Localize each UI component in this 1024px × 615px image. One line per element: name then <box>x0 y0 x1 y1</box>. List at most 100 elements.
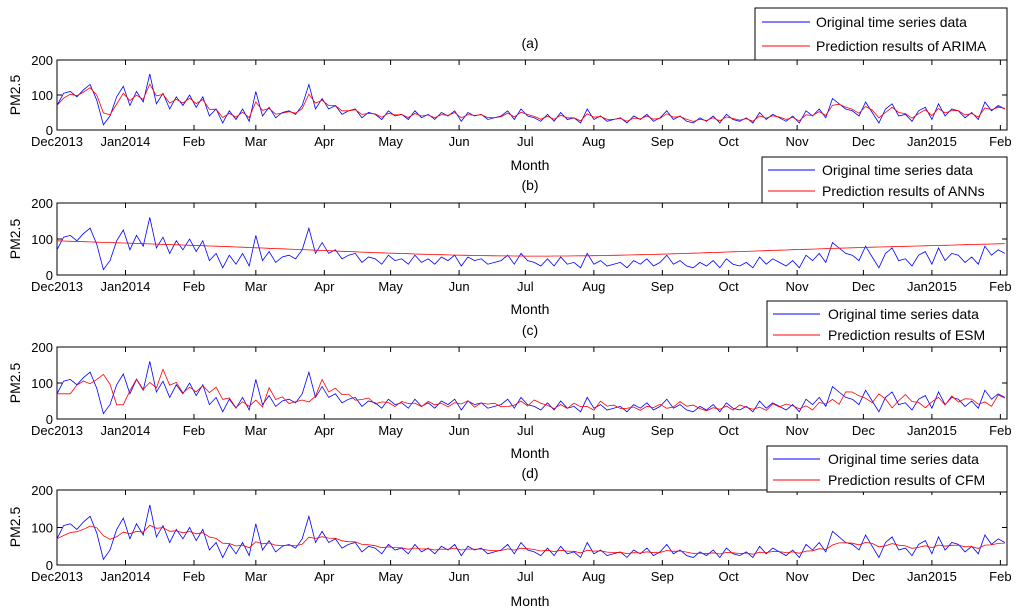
x-tick-label: Feb <box>989 569 1011 584</box>
y-tick-label: 100 <box>31 521 53 536</box>
legend-label-prediction: Prediction results of ANNs <box>822 183 985 199</box>
x-tick-label: Mar <box>245 423 268 438</box>
panel-b-label: (b) <box>521 177 538 193</box>
x-tick-label: Sep <box>651 279 674 294</box>
panel-d-plot: 0 100 200 Dec2013 Jan2014 Feb Mar Apr May Jun Jul A… <box>31 483 1012 584</box>
panel-d-y-label: PM2.5 <box>7 507 23 548</box>
y-tick-label: 200 <box>31 196 53 211</box>
x-tick-label: May <box>378 423 403 438</box>
x-tick-label: May <box>378 279 403 294</box>
x-tick-label: Nov <box>786 279 810 294</box>
x-tick-label: Nov <box>786 569 810 584</box>
x-tick-label: Apr <box>314 279 335 294</box>
series-prediction-line <box>57 368 1005 412</box>
x-tick-label: Feb <box>989 423 1011 438</box>
x-tick-label: Jun <box>449 134 470 149</box>
y-tick-label: 0 <box>46 558 53 573</box>
x-tick-label: Jun <box>449 279 470 294</box>
legend-box <box>766 300 1008 348</box>
x-tick-label: Mar <box>245 134 268 149</box>
x-tick-label: Jan2015 <box>907 423 957 438</box>
x-tick-label: Oct <box>719 569 740 584</box>
x-tick-label: Apr <box>314 423 335 438</box>
x-tick-label: Dec2013 <box>31 134 83 149</box>
x-tick-label: Aug <box>582 423 605 438</box>
y-tick-label: 0 <box>46 268 53 283</box>
series-observed-line <box>56 361 1005 415</box>
x-tick-label: Jan2014 <box>101 569 151 584</box>
y-tick-label: 200 <box>31 483 53 498</box>
y-tick-label: 100 <box>31 232 53 247</box>
x-tick-label: Jan2015 <box>907 134 957 149</box>
x-tick-label: Feb <box>989 134 1011 149</box>
x-tick-label: Apr <box>314 569 335 584</box>
legend-label-prediction: Prediction results of ESM <box>828 327 985 343</box>
panel-b-x-label: Month <box>511 301 550 317</box>
x-tick-label: Jan2014 <box>101 423 151 438</box>
x-tick-label: Mar <box>245 279 268 294</box>
panel-c: (c) 0 100 200 Dec2013 Jan2014 Feb Mar Apr May Jun… <box>7 300 1012 461</box>
x-tick-label: Apr <box>314 134 335 149</box>
x-tick-label: Jan2014 <box>101 134 151 149</box>
legend-label-original: Original time series data <box>828 306 979 322</box>
y-tick-label: 200 <box>31 53 53 68</box>
x-tick-label: Oct <box>719 279 740 294</box>
legend-box <box>766 445 1008 493</box>
x-tick-label: Feb <box>183 423 205 438</box>
x-tick-label: Nov <box>786 134 810 149</box>
x-tick-label: Dec <box>852 423 876 438</box>
x-tick-label: Aug <box>582 134 605 149</box>
series-prediction-line <box>56 240 1005 257</box>
x-tick-label: Jan2014 <box>101 279 151 294</box>
panel-b: (b) 0 100 200 Dec2013 Jan2014 Feb Mar Apr May Jun… <box>7 156 1012 317</box>
panel-a-x-label: Month <box>511 157 550 173</box>
x-tick-label: Sep <box>651 134 674 149</box>
x-tick-label: Jul <box>517 423 534 438</box>
panel-a-label: (a) <box>521 35 538 51</box>
panel-b-y-label: PM2.5 <box>7 219 23 260</box>
panel-c-label: (c) <box>522 322 538 338</box>
panel-c-y-label: PM2.5 <box>7 363 23 404</box>
panel-a: (a) 0 100 200 Dec2013 Jan2014 Feb Mar Apr May Jun… <box>7 7 1012 173</box>
x-tick-label: Aug <box>582 279 605 294</box>
x-tick-label: Oct <box>719 134 740 149</box>
legend-label-prediction: Prediction results of CFM <box>828 472 985 488</box>
panel-d-x-label: Month <box>511 593 550 609</box>
x-tick-label: Dec <box>852 279 876 294</box>
panel-c-legend: Original time series data Prediction res… <box>766 300 1008 348</box>
legend-label-original: Original time series data <box>816 14 967 30</box>
panel-d: (d) 0 100 200 Dec2013 Jan2014 Feb Mar Apr May Jun… <box>7 445 1012 609</box>
x-tick-label: Sep <box>651 569 674 584</box>
x-tick-label: Dec <box>852 569 876 584</box>
series-observed-line <box>56 217 1005 271</box>
x-tick-label: Mar <box>245 569 268 584</box>
panel-a-legend: Original time series data Prediction res… <box>754 7 1008 61</box>
x-tick-label: Sep <box>651 423 674 438</box>
x-tick-label: Feb <box>989 279 1011 294</box>
x-tick-label: Dec2013 <box>31 279 83 294</box>
y-tick-label: 0 <box>46 412 53 427</box>
panel-b-legend: Original time series data Prediction res… <box>761 156 1008 204</box>
panel-a-y-label: PM2.5 <box>7 75 23 116</box>
x-tick-label: Feb <box>183 279 205 294</box>
x-tick-label: Dec <box>852 134 876 149</box>
legend-label-prediction: Prediction results of ARIMA <box>816 38 987 54</box>
legend-box <box>761 156 1008 204</box>
x-tick-label: Jul <box>517 134 534 149</box>
x-tick-label: May <box>378 134 403 149</box>
x-tick-label: Aug <box>582 569 605 584</box>
panel-d-legend: Original time series data Prediction res… <box>766 445 1008 493</box>
x-tick-label: Nov <box>786 423 810 438</box>
x-tick-label: Jan2015 <box>907 279 957 294</box>
y-tick-label: 0 <box>46 123 53 138</box>
series-observed-line <box>56 73 1005 126</box>
y-tick-label: 100 <box>31 376 53 391</box>
panel-c-x-label: Month <box>511 445 550 461</box>
x-tick-label: Feb <box>183 134 205 149</box>
x-tick-label: Oct <box>719 423 740 438</box>
x-tick-label: Jun <box>449 423 470 438</box>
panel-c-plot: 0 100 200 Dec2013 Jan2014 Feb Mar Apr May Jun Jul A… <box>31 340 1012 438</box>
x-tick-label: Jul <box>517 279 534 294</box>
panel-a-plot: 0 100 200 Dec2013 Jan2014 Feb Mar Apr May Jun Jul A… <box>31 53 1012 149</box>
